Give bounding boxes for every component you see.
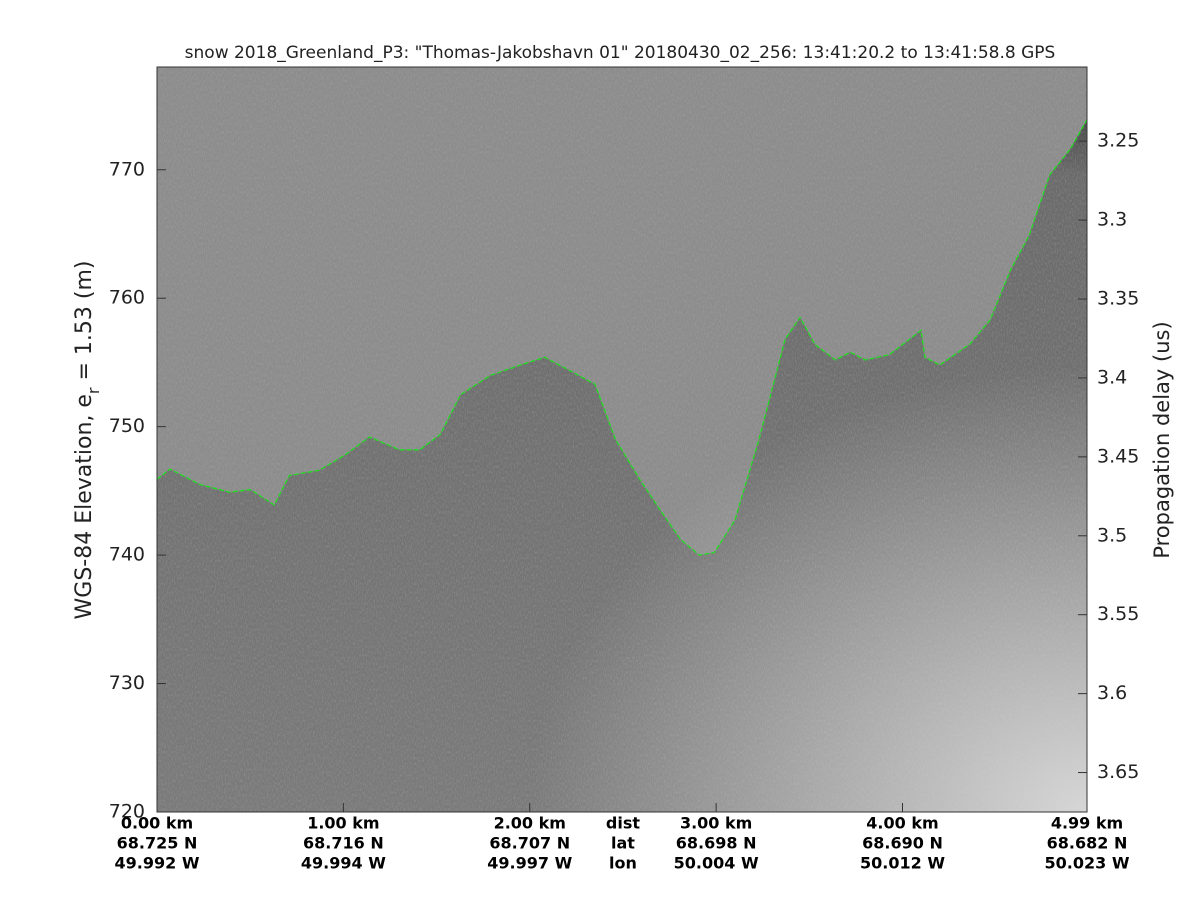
x-tick-lon: 50.023 W	[1045, 854, 1130, 873]
x-tick-lon: 50.012 W	[860, 854, 945, 873]
y2-tick-label: 3.45	[1097, 445, 1139, 467]
y2-tick-label: 3.6	[1097, 682, 1127, 704]
y2-tick-label: 3.35	[1097, 288, 1139, 310]
y2-axis-label: Propagation delay (us)	[1150, 321, 1174, 558]
y-tick-label: 750	[109, 415, 145, 437]
y-label-rest: = 1.53 (m)	[72, 261, 97, 388]
row-label: dist	[606, 814, 640, 833]
x-tick-lat: 68.725 N	[117, 834, 198, 853]
y-tick-label: 740	[109, 544, 145, 566]
y-axis-label: WGS-84 Elevation, er = 1.53 (m)	[72, 261, 103, 620]
y2-tick-label: 3.65	[1097, 761, 1139, 783]
x-tick-label: 4.99 km	[1051, 814, 1123, 833]
x-tick-lon: 50.004 W	[674, 854, 759, 873]
x-tick-lon: 49.992 W	[115, 854, 200, 873]
plot-area	[157, 67, 1087, 812]
y-label-main: WGS-84 Elevation, e	[72, 394, 97, 619]
x-tick-label: 0.00 km	[121, 814, 193, 833]
y-tick-label: 730	[109, 672, 145, 694]
y-tick-label: 720	[109, 801, 145, 823]
row-label: lon	[609, 854, 637, 873]
x-tick-lon: 49.997 W	[487, 854, 572, 873]
y-tick-label: 770	[109, 158, 145, 180]
y2-tick-label: 3.5	[1097, 524, 1127, 546]
x-tick-lat: 68.716 N	[303, 834, 384, 853]
x-tick-label: 4.00 km	[866, 814, 938, 833]
x-tick-lon: 49.994 W	[301, 854, 386, 873]
bottom-brightening	[157, 67, 1087, 812]
x-tick-lat: 68.707 N	[489, 834, 570, 853]
surface-line	[157, 119, 1087, 556]
x-tick-label: 2.00 km	[494, 814, 566, 833]
x-tick-lat: 68.698 N	[676, 834, 757, 853]
chart-title: snow 2018_Greenland_P3: "Thomas-Jakobsha…	[185, 43, 1056, 63]
x-tick-label: 1.00 km	[307, 814, 379, 833]
y2-tick-label: 3.25	[1097, 130, 1139, 152]
y2-tick-label: 3.4	[1097, 366, 1127, 388]
x-tick-lat: 68.682 N	[1047, 834, 1128, 853]
y2-tick-label: 3.55	[1097, 603, 1139, 625]
y-label-sub: r	[84, 387, 103, 394]
x-tick-lat: 68.690 N	[862, 834, 943, 853]
axes-box	[156, 66, 1088, 813]
row-label: lat	[611, 834, 635, 853]
x-tick-label: 3.00 km	[680, 814, 752, 833]
y2-tick-label: 3.3	[1097, 209, 1127, 231]
y-tick-label: 760	[109, 287, 145, 309]
